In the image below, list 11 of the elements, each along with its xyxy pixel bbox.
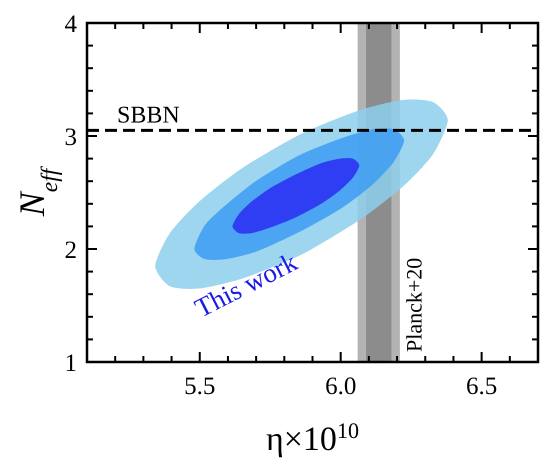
band-label: Planck+20 xyxy=(401,258,426,352)
x-tick-label: 6.0 xyxy=(325,373,356,400)
x-tick-label: 5.5 xyxy=(184,373,216,400)
y-tick-label: 4 xyxy=(64,11,78,38)
ref-line-label: SBBN xyxy=(117,102,180,128)
annotation: This work xyxy=(190,246,302,324)
y-tick-label: 2 xyxy=(64,237,77,264)
x-tick-label: 6.5 xyxy=(466,373,498,400)
y-tick-label: 1 xyxy=(64,350,77,377)
x-axis-title: η×10$^{10}$ xyxy=(266,418,360,458)
y-tick-label: 3 xyxy=(64,124,77,151)
